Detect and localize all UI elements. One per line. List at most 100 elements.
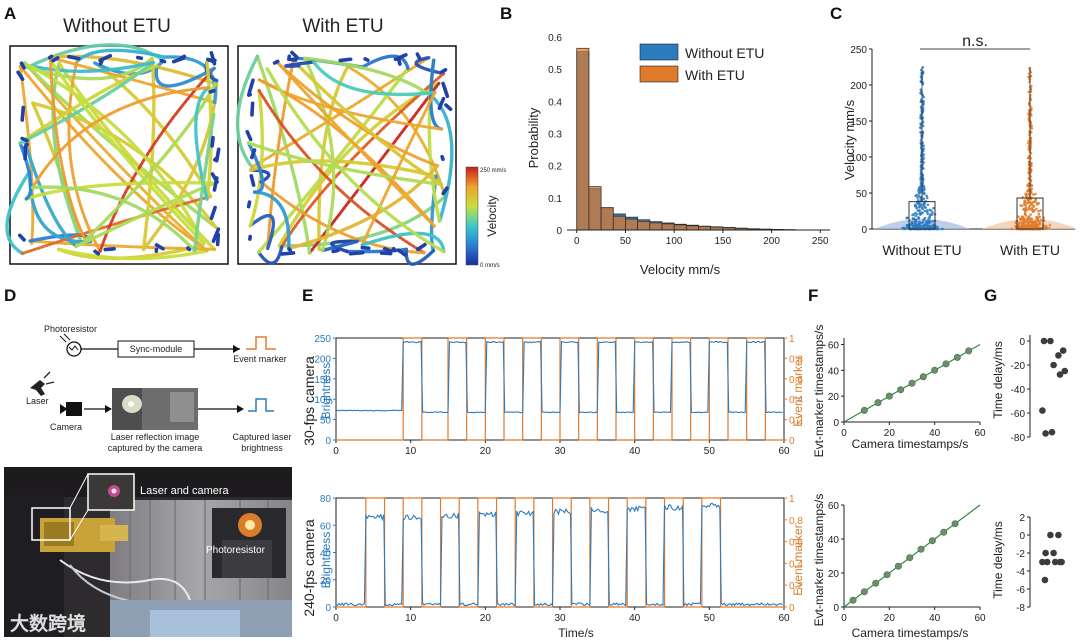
trajectory-segment (441, 81, 450, 99)
trajectory-segment (49, 59, 87, 242)
violin-plot: 0 50 100 150 200 250 (850, 45, 1078, 236)
trajectory-segment (103, 247, 116, 252)
violin-point (921, 211, 924, 214)
violin-point (921, 121, 925, 124)
violin-point (1039, 209, 1043, 212)
violin-point (1020, 224, 1024, 227)
trajectory-segment (249, 174, 256, 187)
trajectory-segment (18, 64, 35, 246)
violin-point (920, 167, 923, 170)
violin-point (923, 188, 926, 192)
violin-point (1035, 225, 1038, 229)
violin-point (922, 95, 925, 99)
trajectory-segment (51, 56, 60, 63)
trajectory-segment (276, 62, 436, 228)
brightness-trace (335, 502, 783, 607)
x-tick-label: 60 (974, 428, 986, 439)
x-tick-label: 20 (480, 613, 492, 624)
y-tick-label-left: 80 (320, 494, 332, 505)
violin-point (925, 194, 928, 198)
violin-point (1010, 227, 1014, 231)
x-tick-label: 0 (333, 446, 339, 457)
violin-point (932, 206, 935, 210)
arrow-head (233, 345, 240, 353)
violin-point (1019, 204, 1022, 207)
violin-point (918, 191, 921, 195)
violin-point (1022, 219, 1026, 222)
trajectory-segment (252, 190, 291, 251)
y-tick-label: -20 (1011, 361, 1026, 372)
histogram-bar-with-etu (625, 218, 638, 231)
captured-caption-2: brightness (241, 443, 283, 453)
violin-body (874, 219, 970, 229)
x-tick-label: 200 (763, 236, 780, 247)
y-tick-label: 0 (556, 226, 562, 237)
y-tick-label: 20 (828, 392, 840, 403)
violin-point (930, 213, 934, 217)
delay-point (1048, 428, 1056, 436)
f1-y-label: Evt-marker timestamps/s (812, 325, 826, 458)
violin-point (1032, 193, 1035, 196)
reflection-caption-2: captured by the camera (108, 443, 203, 453)
violin-point (1027, 215, 1031, 218)
y-tick-label: -2 (1016, 549, 1025, 560)
violin-point (1037, 212, 1041, 216)
violin-y-label: Velocity mm/s (842, 99, 857, 180)
legend-swatch-with-etu (639, 65, 679, 83)
violin-point (1030, 191, 1033, 194)
panel-label-d: D (4, 286, 16, 305)
y-tick-label: -40 (1011, 385, 1026, 396)
panel-label-g: G (984, 286, 997, 305)
violin-box (908, 201, 936, 230)
trajectory-segment (210, 135, 215, 148)
violin-point (932, 223, 935, 226)
violin-point (914, 218, 917, 222)
violin-point (916, 209, 920, 212)
watermark: 大数跨境 (10, 612, 86, 635)
violin-point (922, 157, 926, 160)
trajectory-segment (135, 55, 144, 61)
scatter-point (883, 571, 891, 579)
trajectory-segment (415, 52, 422, 60)
histogram-bar-with-etu (698, 226, 712, 231)
delay-point (1041, 576, 1049, 584)
violin-point (931, 219, 935, 223)
violin-point (1027, 75, 1030, 79)
trajectory-segment (248, 213, 276, 251)
f1-x-label: Camera timestamps/s (852, 437, 969, 451)
violin-category-without: Without ETU (882, 242, 961, 258)
reflection-caption-1: Laser reflection image (111, 432, 200, 442)
x-tick-label: 60 (974, 613, 986, 624)
x-tick-label: 100 (666, 236, 683, 247)
violin-point (1038, 221, 1041, 224)
trajectory-segment (16, 70, 25, 82)
trajectory-segment (178, 54, 187, 61)
violin-point (1024, 214, 1028, 217)
violin-point (1017, 215, 1020, 218)
violin-point (923, 192, 926, 195)
photoresistor-label: Photoresistor (44, 324, 97, 334)
panel-label-e: E (302, 286, 313, 305)
violin-point (923, 216, 927, 220)
e2-left-y-label: Brightness (319, 532, 333, 589)
histogram-y-label: Probability (526, 107, 541, 168)
trajectory-segment (24, 181, 216, 201)
violin-point (940, 227, 944, 231)
histogram-bar-with-etu (649, 222, 663, 231)
violin-point (914, 194, 917, 198)
trajectory-segment (290, 50, 299, 60)
panel-c-violin: 0 50 100 150 200 250 Velocity mm/s Without ET… (842, 33, 1078, 258)
violin-point (1025, 208, 1029, 212)
trajectory-segment (208, 88, 216, 94)
delay-point (1056, 558, 1064, 566)
violin-point (911, 217, 915, 221)
panel-f-bottom: 0 20 40 60 0 20 40 60 (828, 501, 986, 624)
sync-module-label: Sync-module (130, 344, 183, 354)
x-tick-label: 0 (841, 613, 847, 624)
violin-point (1023, 212, 1027, 215)
scatter-point (860, 406, 868, 414)
y-tick-label-right: 0.8 (789, 516, 803, 527)
trajectory-segment (23, 142, 29, 150)
delay-point (1056, 371, 1064, 378)
legend-label-with-etu: With ETU (685, 67, 745, 83)
